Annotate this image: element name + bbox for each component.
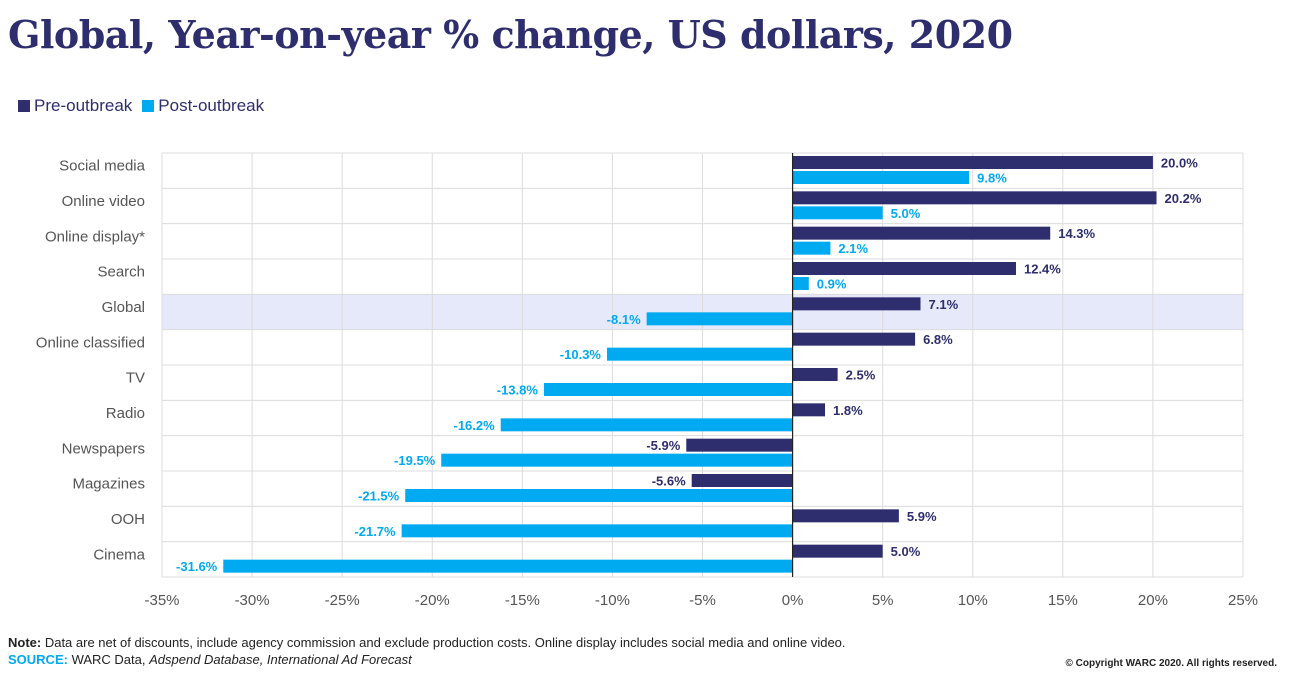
data-label: 2.5% <box>846 368 876 383</box>
source-label: SOURCE: <box>8 652 68 667</box>
bar-post <box>500 418 793 432</box>
bar-post <box>401 524 793 538</box>
bar-post <box>792 241 831 255</box>
source-text: WARC Data, <box>67 652 150 667</box>
x-tick-label: -15% <box>505 592 540 609</box>
data-label: -19.5% <box>394 453 436 468</box>
data-label: 2.1% <box>838 241 868 256</box>
bar-post <box>646 312 793 326</box>
bar-post <box>441 453 793 467</box>
data-label: -13.8% <box>497 383 539 398</box>
x-tick-label: -10% <box>595 592 630 609</box>
data-label: -5.9% <box>646 438 680 453</box>
legend-swatch-pre <box>18 100 30 112</box>
data-label: 0.9% <box>817 277 847 292</box>
data-label: 9.8% <box>977 171 1007 186</box>
bar-pre <box>792 297 921 311</box>
bar-pre <box>792 156 1153 169</box>
bar-chart: -35% -30% -25% -20% -15% -10% -5% 0% 5% 10% 15% 20%… <box>36 152 1258 609</box>
legend-label-pre: Pre-outbreak <box>34 96 133 115</box>
category-label: Newspapers <box>62 440 145 457</box>
bar-post <box>792 277 809 290</box>
bar-pre <box>686 438 793 452</box>
x-tick-label: -30% <box>235 592 270 609</box>
data-label: 14.3% <box>1058 226 1095 241</box>
bar-post <box>223 559 793 573</box>
data-label: -8.1% <box>607 312 641 327</box>
chart-title: Global, Year-on-year % change, US dollar… <box>8 12 1013 57</box>
data-label: 7.1% <box>929 297 959 312</box>
legend-swatch-post <box>142 100 155 112</box>
x-tick-label: 15% <box>1048 592 1078 609</box>
data-label: -21.5% <box>358 489 400 504</box>
x-tick-label: -20% <box>415 592 450 609</box>
bar-pre <box>792 509 899 523</box>
data-label: 20.0% <box>1161 156 1198 171</box>
bar-pre <box>792 403 826 417</box>
bar-pre <box>792 332 916 346</box>
data-label: -16.2% <box>454 418 496 433</box>
bar-post <box>792 206 883 220</box>
category-label: Social media <box>59 158 146 175</box>
bar-pre <box>792 544 883 558</box>
bar-pre <box>792 262 1016 275</box>
x-tick-label: 0% <box>782 592 804 609</box>
legend-item-post: Post-outbreak <box>142 96 264 116</box>
category-label: Magazines <box>72 476 145 493</box>
x-tick-label: -25% <box>325 592 360 609</box>
source-text-italic: Adspend Database, International Ad Forec… <box>149 652 412 667</box>
category-label: Online classified <box>36 334 145 351</box>
x-tick-label: 10% <box>958 592 988 609</box>
category-label: Global <box>102 299 145 316</box>
footer: Note: Data are net of discounts, include… <box>8 634 846 668</box>
category-label: Search <box>97 264 145 281</box>
x-tick-label: -35% <box>144 592 179 609</box>
note-label: Note: <box>8 635 42 650</box>
data-label: 20.2% <box>1165 191 1202 206</box>
data-label: -21.7% <box>354 524 396 539</box>
x-tick-label: -5% <box>689 592 716 609</box>
bar-post <box>792 171 970 184</box>
x-tick-label: 25% <box>1228 592 1258 609</box>
legend-label-post: Post-outbreak <box>158 96 265 115</box>
category-label: Online display* <box>45 228 145 245</box>
category-label: Radio <box>106 405 145 422</box>
note-text: Data are net of discounts, include agenc… <box>41 635 846 650</box>
data-label: 6.8% <box>923 332 953 347</box>
bar-post <box>543 383 793 396</box>
category-label: OOH <box>111 511 145 528</box>
data-label: -31.6% <box>176 559 218 574</box>
bar-post <box>405 489 793 502</box>
data-label: 1.8% <box>833 403 863 418</box>
data-label: 5.9% <box>907 509 937 524</box>
data-label: 5.0% <box>891 544 921 559</box>
legend: Pre-outbreak Post-outbreak <box>18 96 264 116</box>
data-label: -10.3% <box>560 347 602 362</box>
bar-pre <box>792 226 1051 240</box>
footer-source: SOURCE: WARC Data, Adspend Database, Int… <box>8 651 846 668</box>
data-label: 12.4% <box>1024 262 1061 277</box>
copyright: © Copyright WARC 2020. All rights reserv… <box>1065 658 1278 669</box>
data-label: -5.6% <box>652 474 686 489</box>
bar-post <box>607 347 793 361</box>
category-label: TV <box>126 370 145 387</box>
category-label: Cinema <box>93 546 145 563</box>
category-label: Online video <box>62 193 145 210</box>
legend-item-pre: Pre-outbreak <box>18 96 132 116</box>
footer-note: Note: Data are net of discounts, include… <box>8 634 846 651</box>
x-tick-label: 5% <box>872 592 894 609</box>
bar-pre <box>792 368 838 381</box>
bar-pre <box>792 191 1157 205</box>
data-label: 5.0% <box>891 206 921 221</box>
x-tick-label: 20% <box>1138 592 1168 609</box>
bar-pre <box>691 474 793 487</box>
